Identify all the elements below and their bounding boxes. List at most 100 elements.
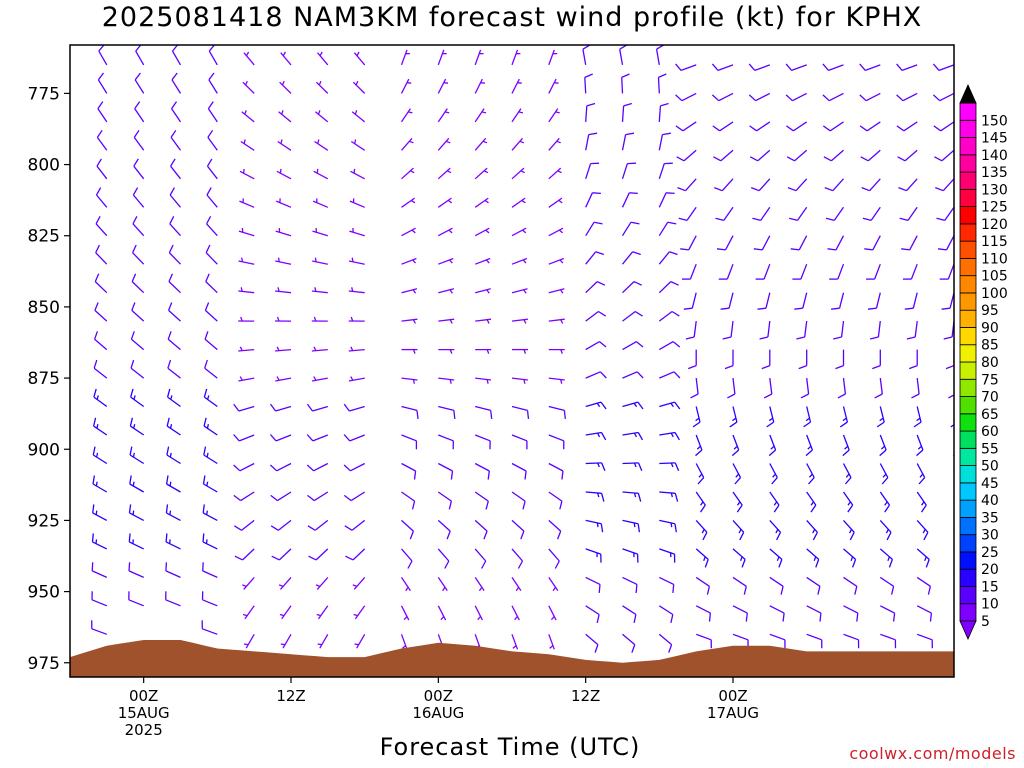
x-tick-label: 16AUG: [412, 704, 464, 722]
wind-barb: [548, 108, 560, 123]
wind-barb: [675, 92, 697, 102]
wind-barb: [92, 446, 108, 465]
wind-barb: [843, 633, 860, 649]
wind-barb: [833, 321, 845, 340]
wind-barb: [271, 548, 292, 561]
colorbar-swatch: [959, 378, 977, 397]
wind-barb: [869, 321, 881, 340]
wind-barb: [749, 149, 771, 162]
wind-barb: [275, 257, 292, 265]
wind-barb: [343, 434, 365, 442]
wind-barb: [275, 227, 292, 237]
wind-barb: [95, 244, 108, 265]
wind-barb: [622, 401, 644, 410]
wind-barb: [585, 633, 599, 653]
wind-barb: [711, 92, 734, 102]
wind-barb: [861, 178, 881, 192]
wind-barb: [95, 215, 108, 237]
wind-barb: [205, 244, 218, 265]
wind-barb: [437, 78, 449, 94]
wind-barb: [343, 491, 366, 502]
wind-barb: [352, 80, 366, 94]
wind-barb: [769, 605, 785, 622]
wind-barb: [91, 533, 108, 550]
wind-barb: [275, 346, 292, 352]
wind-barb: [343, 462, 365, 472]
wind-barb: [130, 388, 145, 408]
wind-barb: [732, 548, 746, 568]
wind-barb: [711, 63, 734, 72]
colorbar-label: 55: [981, 441, 999, 457]
wind-barb: [132, 244, 145, 265]
wind-barb: [130, 331, 145, 351]
wind-barb: [932, 92, 954, 102]
wind-barb: [437, 491, 453, 510]
wind-barb: [348, 376, 365, 382]
wind-barb: [876, 406, 885, 428]
wind-barb: [241, 110, 255, 123]
wind-barb: [475, 405, 493, 419]
wind-barb: [171, 101, 182, 123]
wind-barb: [548, 227, 564, 237]
wind-barb: [277, 139, 292, 151]
x-tick-label: 15AUG: [118, 704, 170, 722]
wind-barb: [658, 605, 674, 624]
wind-barb: [822, 63, 844, 72]
wind-barb: [722, 321, 734, 340]
wind-barb: [97, 72, 108, 94]
wind-barb: [202, 475, 218, 493]
wind-barb: [822, 92, 844, 102]
wind-barb: [70, 405, 71, 407]
colorbar-label: 70: [981, 390, 999, 406]
wind-barb: [585, 462, 606, 472]
wind-barb: [548, 548, 560, 569]
wind-barb: [270, 519, 292, 531]
wind-barb: [233, 519, 255, 531]
wind-barb: [658, 132, 671, 151]
colorbar-label: 90: [981, 320, 999, 336]
wind-barb: [317, 51, 329, 66]
wind-barb: [167, 302, 181, 322]
wind-barb: [548, 288, 565, 294]
wind-barb: [658, 341, 681, 351]
wind-barb: [585, 221, 603, 237]
wind-barb: [585, 192, 601, 208]
wind-barb: [70, 491, 71, 492]
wind-barb: [843, 605, 859, 622]
wind-barb: [899, 206, 918, 222]
wind-barb: [311, 346, 328, 352]
wind-barb: [622, 462, 643, 472]
wind-barb: [95, 187, 108, 208]
wind-barb: [437, 462, 454, 480]
wind-barb: [827, 235, 845, 251]
x-tick-label: 17AUG: [707, 704, 759, 722]
wind-barb: [92, 475, 108, 493]
wind-barb: [437, 108, 450, 123]
wind-barb: [585, 491, 605, 502]
wind-barb: [511, 227, 527, 237]
wind-barb: [204, 302, 218, 322]
wind-barb: [349, 227, 365, 237]
wind-barb: [437, 197, 453, 208]
wind-barb: [658, 102, 669, 122]
x-tick-label: 00Z: [424, 687, 453, 705]
wind-barb: [659, 401, 681, 410]
wind-barb: [690, 378, 699, 399]
wind-barb: [315, 576, 329, 590]
wind-barb: [511, 577, 522, 592]
wind-barb: [806, 463, 815, 485]
wind-barb: [548, 434, 565, 450]
wind-barb: [93, 331, 108, 351]
wind-barb: [70, 548, 71, 549]
wind-barb: [91, 562, 108, 578]
wind-barb: [621, 73, 630, 94]
wind-barb: [829, 263, 845, 280]
wind-barb: [70, 348, 71, 350]
wind-barb: [548, 78, 559, 94]
wind-barb: [695, 548, 709, 568]
wind-barb: [659, 576, 675, 593]
wind-barb: [474, 197, 489, 208]
wind-barb: [308, 548, 329, 561]
wind-barb: [879, 519, 892, 541]
wind-barb: [621, 162, 637, 179]
